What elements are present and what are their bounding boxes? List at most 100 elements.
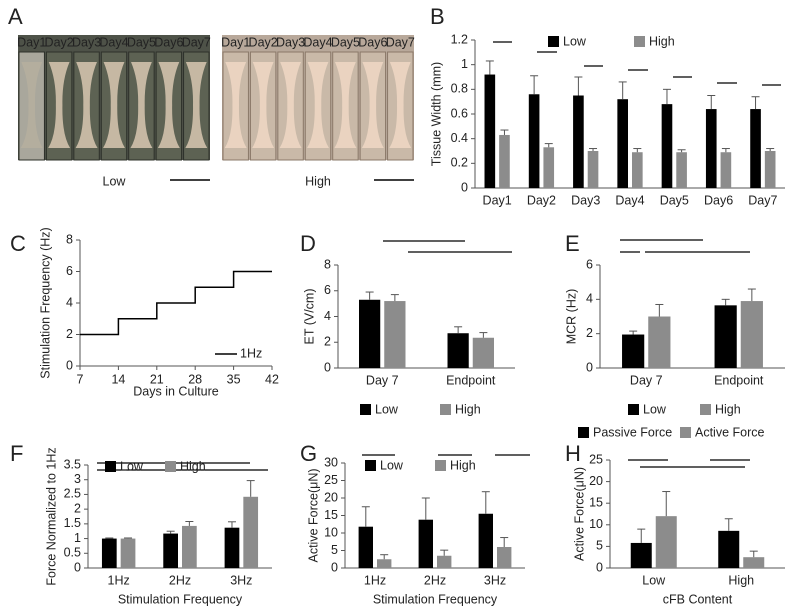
bar — [714, 305, 737, 368]
x-tick-label: 1Hz — [108, 573, 130, 587]
tissue — [130, 62, 153, 148]
bar — [472, 337, 494, 368]
tissue — [224, 62, 247, 148]
y-tick-label: 0 — [596, 560, 603, 574]
y-axis-label: Active Force(μN) — [572, 467, 586, 561]
panel-label: D — [300, 231, 316, 256]
bar — [720, 152, 732, 188]
bar — [182, 525, 197, 568]
x-tick-label: 3Hz — [484, 573, 506, 587]
group-label: Low — [103, 174, 127, 188]
bar — [384, 301, 406, 368]
x-axis-label: Stimulation Frequency — [118, 592, 243, 606]
bar — [447, 333, 469, 368]
tissue — [307, 62, 329, 148]
tissue — [103, 62, 125, 148]
y-tick-label: 2.5 — [64, 487, 81, 501]
bar — [655, 516, 677, 568]
bar — [418, 519, 433, 568]
legend-label: 1Hz — [240, 346, 262, 360]
x-tick-label: 42 — [265, 372, 279, 386]
y-tick-label: 4 — [586, 292, 593, 306]
y-tick-label: 6 — [324, 283, 331, 297]
legend-label: High — [450, 458, 476, 472]
legend-label: Low — [375, 402, 399, 416]
y-axis-label: ET (V/cm) — [302, 288, 316, 344]
y-axis-label: Force Normalized to 1Hz — [44, 447, 58, 585]
tissue — [334, 62, 357, 148]
legend-swatch — [435, 460, 446, 471]
legend-swatch — [105, 461, 116, 472]
y-tick-label: 0.5 — [64, 546, 81, 560]
bar — [497, 547, 512, 568]
y-tick-label: 10 — [324, 525, 338, 539]
y-tick-label: 4 — [324, 309, 331, 323]
bar — [705, 109, 717, 188]
x-tick-label: Day2 — [527, 193, 556, 207]
day-label: Day3 — [276, 35, 305, 49]
x-tick-label: 2Hz — [424, 573, 446, 587]
y-tick-label: 1 — [461, 57, 468, 71]
legend-swatch — [628, 404, 639, 415]
y-tick-label: 20 — [589, 474, 603, 488]
y-tick-label: 0 — [66, 358, 73, 372]
day-label: Day4 — [303, 35, 332, 49]
bar — [543, 147, 555, 188]
legend-swatch — [548, 36, 559, 47]
panel-label: H — [565, 441, 581, 466]
bar — [358, 526, 373, 568]
bar — [630, 542, 652, 568]
y-tick-label: 0 — [324, 360, 331, 374]
day-label: Day4 — [99, 35, 128, 49]
bar — [617, 99, 628, 188]
day-label: Day5 — [331, 35, 360, 49]
photo-frame — [18, 51, 45, 161]
legend-label: Passive Force — [593, 425, 672, 439]
bar — [437, 555, 452, 568]
y-tick-label: 0 — [461, 180, 468, 194]
x-tick-label: Low — [642, 573, 666, 587]
bar — [632, 152, 643, 188]
bar — [224, 527, 240, 568]
y-tick-label: 25 — [324, 473, 338, 487]
legend-swatch — [578, 427, 589, 438]
x-tick-label: 3Hz — [230, 573, 252, 587]
y-tick-label: 30 — [324, 455, 338, 469]
y-axis-label: MCR (Hz) — [564, 289, 578, 345]
x-tick-label: 21 — [150, 372, 164, 386]
bar — [764, 151, 776, 188]
legend-label: High — [649, 34, 675, 48]
panel-label: E — [565, 231, 580, 256]
y-tick-label: 2 — [324, 335, 331, 349]
legend-swatch — [360, 404, 371, 415]
legend-label: High — [715, 402, 741, 416]
day-label: Day7 — [182, 35, 211, 49]
y-tick-label: 0.2 — [451, 156, 468, 170]
y-tick-label: 5 — [596, 539, 603, 553]
x-tick-label: Day4 — [615, 193, 644, 207]
tissue — [361, 62, 384, 148]
tissue — [185, 62, 208, 148]
bar — [243, 496, 259, 568]
y-axis-label: Active Force(μN) — [306, 468, 320, 562]
panel-label: B — [430, 4, 445, 29]
x-tick-label: Day3 — [571, 193, 600, 207]
x-tick-label: 7 — [77, 372, 84, 386]
x-tick-label: 1Hz — [364, 573, 386, 587]
legend-label: High — [180, 459, 206, 473]
y-tick-label: 4 — [66, 295, 73, 309]
y-tick-label: 0.6 — [451, 106, 468, 120]
bar — [101, 538, 117, 568]
day-label: Day2 — [45, 35, 74, 49]
x-tick-label: Day 7 — [630, 373, 663, 387]
bar — [377, 559, 392, 568]
y-tick-label: 0.4 — [451, 131, 468, 145]
legend-swatch — [440, 404, 451, 415]
legend-label: Low — [563, 34, 587, 48]
y-tick-label: 6 — [586, 257, 593, 271]
day-label: Day2 — [249, 35, 278, 49]
y-tick-label: 8 — [66, 232, 73, 246]
y-tick-label: 1.5 — [64, 516, 81, 530]
x-tick-label: Day 7 — [366, 373, 399, 387]
x-axis-label: cFB Content — [663, 592, 733, 606]
